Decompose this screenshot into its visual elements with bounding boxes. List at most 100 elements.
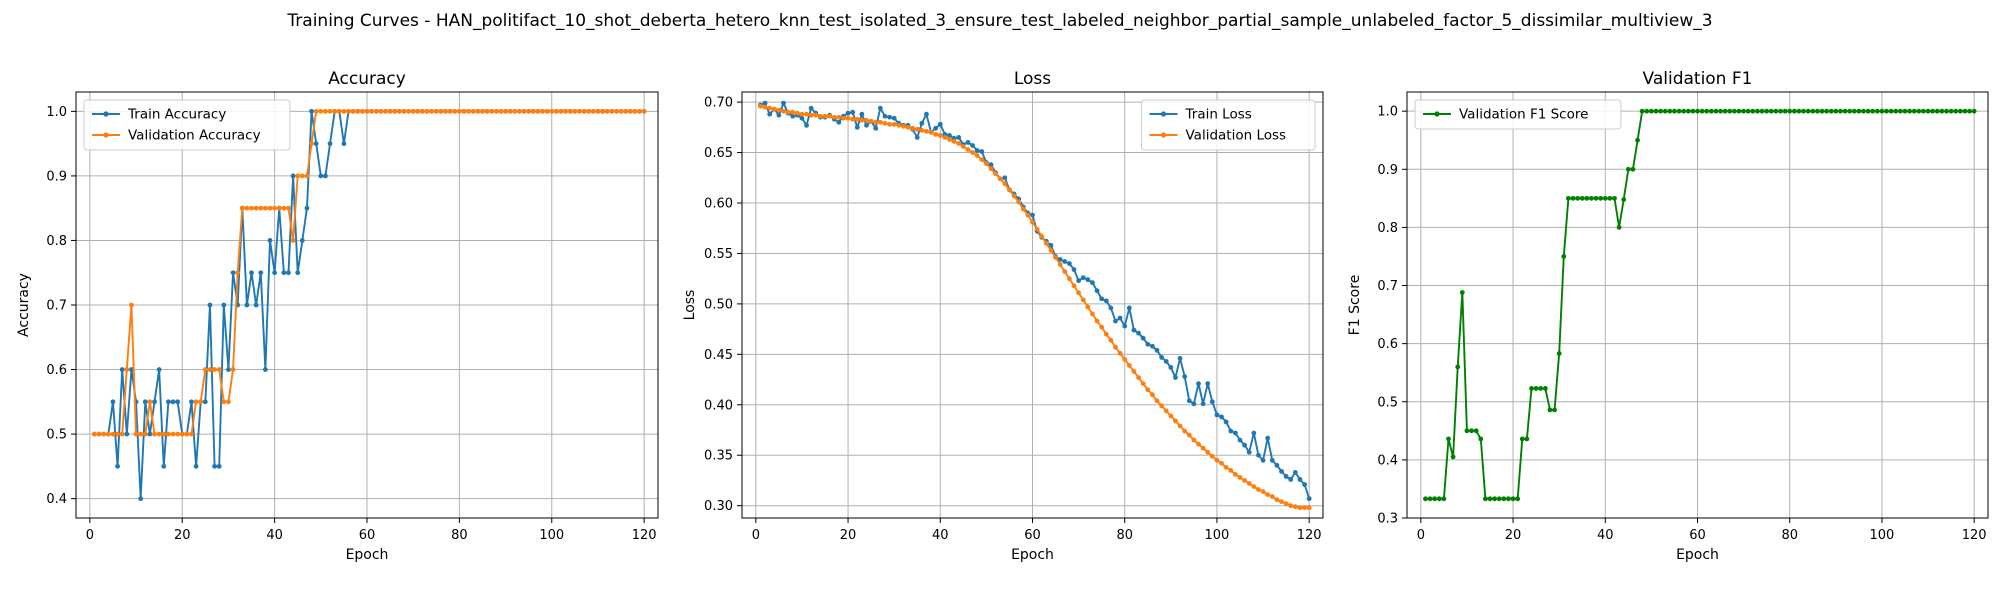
data-point — [1515, 496, 1521, 502]
data-point — [124, 367, 130, 372]
data-point — [332, 108, 338, 114]
data-point — [161, 463, 167, 469]
data-point — [410, 108, 416, 114]
data-point — [198, 399, 204, 405]
data-point — [1607, 195, 1613, 201]
data-point — [1750, 108, 1756, 114]
data-point — [323, 173, 328, 179]
data-point — [267, 205, 273, 211]
data-point — [1034, 226, 1040, 232]
data-point — [919, 127, 925, 133]
data-point — [424, 108, 430, 114]
data-point — [230, 270, 236, 276]
legend-box — [83, 99, 291, 151]
data-point — [1071, 267, 1077, 272]
data-point — [1893, 108, 1899, 114]
data-point — [1020, 206, 1026, 212]
y-tick-label: 0.9 — [46, 169, 67, 184]
y-tick-label: 0.3 — [1377, 512, 1398, 527]
data-point — [1149, 392, 1155, 398]
data-point — [517, 108, 522, 114]
data-point — [1930, 108, 1936, 114]
data-point — [1154, 347, 1160, 353]
data-point — [267, 238, 273, 243]
data-point — [1824, 108, 1830, 114]
data-point — [1524, 436, 1530, 442]
data-point — [443, 108, 448, 114]
data-point — [1066, 261, 1072, 266]
data-point — [609, 108, 615, 114]
data-point — [1039, 233, 1045, 239]
x-tick-label: 80 — [1781, 528, 1798, 543]
data-point — [207, 367, 213, 372]
data-point — [1552, 407, 1557, 413]
data-point — [1177, 355, 1183, 361]
data-point — [1062, 259, 1068, 264]
data-point — [544, 108, 550, 114]
data-point — [1870, 108, 1876, 114]
data-point — [295, 173, 301, 179]
y-axis-label: Loss — [682, 290, 698, 321]
data-point — [873, 125, 879, 131]
data-point — [785, 109, 791, 115]
data-point — [1621, 197, 1627, 202]
data-point — [1168, 365, 1174, 370]
data-point — [919, 120, 925, 126]
data-point — [1884, 108, 1889, 114]
data-point — [1214, 457, 1220, 463]
data-point — [1879, 108, 1885, 114]
data-point — [327, 108, 333, 114]
data-point — [1256, 487, 1261, 492]
data-point — [859, 117, 865, 123]
x-tick-label: 40 — [1597, 528, 1614, 543]
data-point — [841, 115, 846, 121]
x-tick-label: 100 — [1870, 528, 1895, 543]
data-point — [1556, 351, 1562, 356]
data-point — [1140, 381, 1146, 386]
data-point — [129, 302, 134, 308]
data-point — [244, 205, 250, 211]
x-axis-label: Epoch — [1676, 547, 1719, 563]
y-tick-label: 1.0 — [1377, 105, 1398, 120]
data-point — [877, 119, 883, 125]
x-tick-label: 0 — [752, 528, 760, 543]
x-axis-label: Epoch — [346, 547, 389, 563]
data-point — [152, 431, 157, 437]
data-point — [1306, 496, 1312, 502]
data-point — [1149, 343, 1155, 349]
data-point — [1186, 432, 1192, 438]
data-point — [1168, 413, 1174, 419]
data-point — [1196, 441, 1201, 447]
data-point — [1796, 108, 1802, 114]
data-point — [475, 108, 481, 114]
data-point — [313, 108, 319, 114]
data-point — [563, 108, 569, 114]
series-validation-f1-score — [1423, 108, 1977, 502]
data-point — [618, 108, 624, 114]
data-point — [1242, 478, 1248, 483]
data-point — [1533, 386, 1539, 391]
data-point — [299, 173, 305, 179]
data-point — [1565, 195, 1571, 201]
data-point — [590, 108, 596, 114]
data-point — [420, 108, 425, 114]
x-tick-label: 120 — [1962, 528, 1987, 543]
data-point — [1612, 195, 1617, 201]
panel-loss: 0 20 40 60 80 100 120 0.30 0.35 0.40 0.45 0.50 0.55 0… — [682, 69, 1324, 563]
data-point — [1043, 240, 1049, 246]
data-point — [1108, 305, 1114, 311]
data-point — [1510, 496, 1516, 502]
data-point — [119, 431, 125, 437]
data-point — [318, 108, 324, 114]
legend: Validation F1 Score — [1414, 99, 1622, 130]
data-point — [1529, 386, 1534, 391]
data-point — [244, 302, 250, 308]
data-point — [170, 399, 176, 405]
y-tick-label: 0.8 — [46, 234, 67, 249]
data-point — [480, 108, 485, 114]
data-point — [988, 166, 994, 172]
data-point — [452, 108, 458, 114]
data-point — [553, 108, 559, 114]
data-point — [272, 270, 278, 276]
data-point — [1131, 369, 1137, 374]
